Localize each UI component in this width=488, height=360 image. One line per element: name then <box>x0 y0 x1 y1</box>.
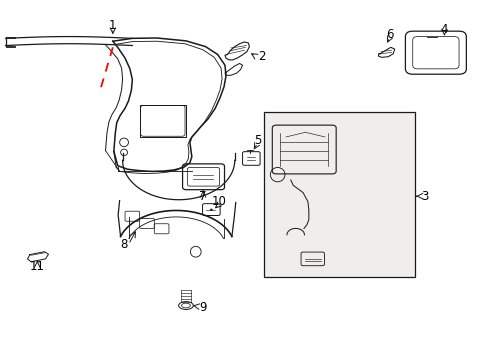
Text: 7: 7 <box>199 190 206 203</box>
Text: 5: 5 <box>253 134 261 147</box>
Text: 11: 11 <box>30 260 45 273</box>
Text: 2: 2 <box>257 50 265 63</box>
Text: 9: 9 <box>199 301 206 314</box>
Text: 8: 8 <box>120 238 127 251</box>
Bar <box>264 112 414 277</box>
Text: 10: 10 <box>211 195 226 208</box>
Ellipse shape <box>210 209 212 211</box>
Text: 1: 1 <box>109 19 116 32</box>
Text: 4: 4 <box>440 23 447 36</box>
Text: 6: 6 <box>385 28 393 41</box>
Text: 3: 3 <box>420 190 427 203</box>
